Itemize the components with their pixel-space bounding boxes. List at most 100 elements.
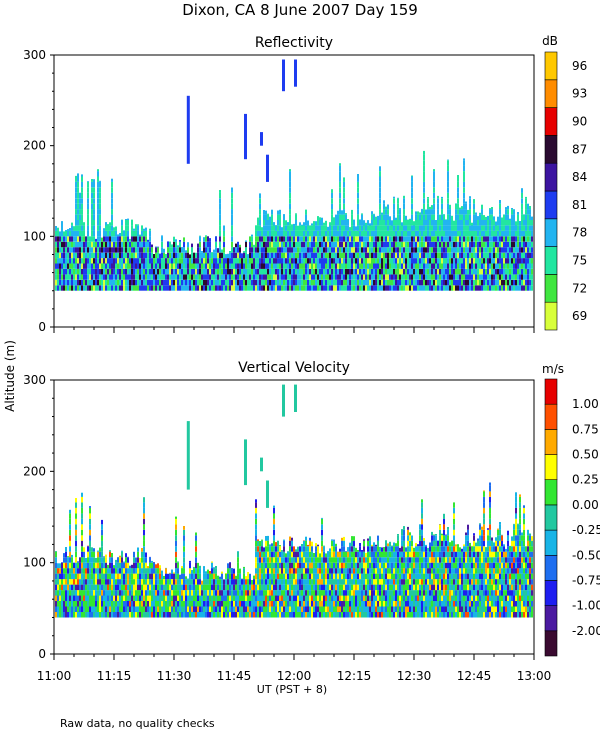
data-cell bbox=[209, 573, 211, 580]
data-cell bbox=[149, 230, 151, 237]
data-cell bbox=[215, 274, 217, 280]
data-cell bbox=[155, 595, 157, 601]
data-cell bbox=[67, 557, 69, 563]
data-cell bbox=[515, 241, 517, 248]
data-cell bbox=[63, 590, 65, 596]
data-cell bbox=[283, 568, 285, 574]
data-cell bbox=[299, 230, 301, 237]
data-cell bbox=[79, 590, 81, 596]
data-cell bbox=[491, 247, 493, 253]
data-cell bbox=[91, 252, 93, 259]
data-cell bbox=[253, 274, 255, 280]
data-cell bbox=[331, 225, 333, 231]
data-cell bbox=[357, 220, 359, 226]
data-cell bbox=[317, 612, 319, 618]
data-cell bbox=[397, 236, 399, 242]
data-cell bbox=[305, 209, 307, 215]
data-cell bbox=[361, 247, 363, 253]
data-cell bbox=[233, 285, 235, 291]
data-cell bbox=[375, 258, 377, 264]
data-cell bbox=[257, 590, 259, 596]
data-cell bbox=[301, 263, 303, 269]
data-cell bbox=[233, 252, 235, 259]
data-cell bbox=[521, 220, 523, 226]
data-cell bbox=[77, 263, 79, 269]
data-cell bbox=[131, 590, 133, 596]
data-cell bbox=[261, 236, 263, 242]
data-cell bbox=[73, 258, 75, 264]
data-cell bbox=[83, 595, 85, 601]
data-cell bbox=[423, 263, 425, 269]
data-cell bbox=[267, 252, 269, 259]
data-cell bbox=[479, 252, 481, 259]
data-cell bbox=[273, 584, 275, 591]
data-cell bbox=[377, 279, 379, 286]
data-cell bbox=[109, 550, 111, 552]
data-cell bbox=[195, 535, 197, 541]
data-cell bbox=[165, 254, 167, 259]
data-cell bbox=[141, 557, 143, 563]
data-cell bbox=[439, 225, 441, 231]
data-cell bbox=[517, 212, 519, 215]
data-cell bbox=[129, 252, 131, 259]
data-cell bbox=[247, 601, 249, 607]
data-cell bbox=[219, 247, 221, 253]
data-cell bbox=[473, 209, 475, 215]
data-cell bbox=[299, 258, 301, 264]
data-cell bbox=[485, 241, 487, 248]
data-cell bbox=[375, 247, 377, 253]
data-cell bbox=[529, 206, 531, 210]
data-cell bbox=[409, 225, 411, 231]
data-cell bbox=[107, 241, 109, 248]
data-cell bbox=[429, 225, 431, 231]
data-cell bbox=[135, 568, 137, 574]
data-cell bbox=[405, 215, 407, 220]
data-cell bbox=[163, 584, 165, 591]
data-cell bbox=[115, 274, 117, 280]
data-cell bbox=[225, 579, 227, 585]
data-cell bbox=[101, 540, 103, 547]
data-cell bbox=[143, 252, 145, 259]
data-cell bbox=[103, 584, 105, 591]
data-cell bbox=[349, 230, 351, 237]
data-cell bbox=[527, 230, 529, 237]
data-cell bbox=[317, 241, 319, 248]
data-cell bbox=[123, 263, 125, 269]
data-cell bbox=[287, 285, 289, 291]
data-cell bbox=[367, 230, 369, 237]
data-cell bbox=[433, 214, 435, 220]
data-cell bbox=[463, 158, 465, 161]
data-cell bbox=[291, 584, 293, 591]
data-cell bbox=[221, 571, 223, 574]
data-cell bbox=[431, 214, 433, 220]
data-cell bbox=[237, 263, 239, 269]
data-cell bbox=[273, 505, 275, 508]
data-cell bbox=[141, 279, 143, 286]
data-cell bbox=[109, 236, 111, 242]
data-cell bbox=[243, 579, 245, 585]
data-cell bbox=[57, 227, 59, 231]
data-cell bbox=[105, 269, 107, 275]
data-cell bbox=[141, 230, 143, 237]
data-cell bbox=[277, 214, 279, 220]
data-cell bbox=[271, 274, 273, 280]
data-cell bbox=[77, 214, 79, 220]
data-cell bbox=[277, 269, 279, 275]
data-cell bbox=[199, 263, 201, 269]
data-cell bbox=[169, 247, 171, 253]
data-cell bbox=[463, 269, 465, 275]
data-cell bbox=[221, 274, 223, 280]
data-cell bbox=[261, 595, 263, 601]
data-cell bbox=[373, 247, 375, 253]
data-cell bbox=[339, 230, 341, 237]
data-cell bbox=[159, 269, 161, 275]
data-cell bbox=[277, 601, 279, 607]
data-cell bbox=[455, 258, 457, 264]
data-cell bbox=[291, 241, 293, 248]
data-cell bbox=[99, 236, 101, 242]
data-cell bbox=[317, 544, 319, 547]
data-cell bbox=[309, 573, 311, 580]
data-cell bbox=[483, 258, 485, 264]
data-cell bbox=[85, 562, 87, 569]
data-cell bbox=[263, 274, 265, 280]
